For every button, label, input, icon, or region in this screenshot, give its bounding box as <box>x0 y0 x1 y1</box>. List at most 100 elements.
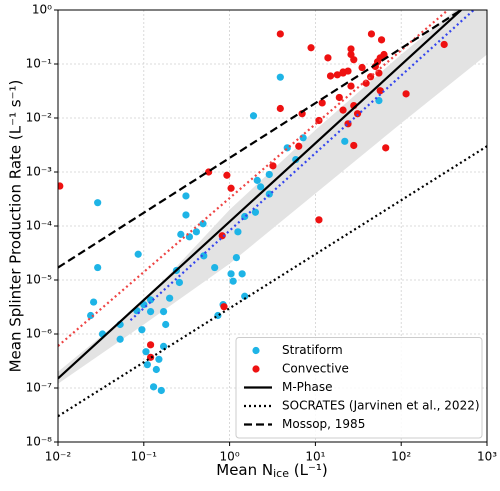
y-tick-label: 10⁻⁷ <box>26 381 53 395</box>
data-point <box>94 199 102 207</box>
data-point <box>149 383 158 391</box>
data-point <box>182 211 190 219</box>
legend: Stratiform Convective M-Phase SOCRATES (Jar… <box>235 337 483 439</box>
data-point <box>315 216 323 224</box>
data-point <box>166 294 174 302</box>
legend-label: M-Phase <box>282 380 333 394</box>
data-point <box>177 230 185 238</box>
y-tick-label: 10⁻³ <box>26 165 53 179</box>
x-tick-label: 10⁻² <box>45 450 72 464</box>
data-point <box>155 355 163 363</box>
data-point <box>87 311 95 320</box>
data-point <box>276 73 284 81</box>
legend-label: Stratiform <box>282 343 343 357</box>
data-point <box>175 278 184 287</box>
data-point <box>229 277 237 285</box>
data-point <box>146 307 155 316</box>
y-tick-label: 10⁰ <box>32 3 52 17</box>
data-point <box>157 386 165 395</box>
y-tick-label: 10⁻⁶ <box>26 327 53 341</box>
data-point <box>318 99 326 107</box>
data-point <box>200 252 208 260</box>
y-tick-label: 10⁻⁸ <box>26 435 53 449</box>
data-point <box>146 341 155 349</box>
data-point <box>341 137 349 145</box>
data-point <box>367 30 376 38</box>
legend-box <box>235 337 483 439</box>
data-point <box>362 79 370 87</box>
x-label-part: Mean N <box>216 461 273 479</box>
x-label-sub: ice <box>273 467 289 480</box>
legend-marker <box>252 346 260 355</box>
data-point <box>192 228 200 236</box>
legend-label: SOCRATES (Jarvinen et al., 2022) <box>282 399 480 413</box>
data-point <box>375 97 383 105</box>
data-point <box>339 69 347 77</box>
data-point <box>58 182 64 190</box>
data-point <box>347 45 355 53</box>
data-point <box>253 176 261 184</box>
data-point <box>94 263 102 272</box>
data-point <box>347 82 355 90</box>
plot-marks <box>58 10 487 418</box>
data-point <box>143 361 151 369</box>
x-tick-label: 10³ <box>477 450 497 464</box>
data-point <box>218 232 226 240</box>
x-axis-label: Mean Nice (L⁻¹) <box>216 461 328 481</box>
line-series <box>129 10 475 322</box>
data-point <box>265 170 273 179</box>
data-point <box>227 184 235 192</box>
data-point <box>276 30 284 38</box>
data-point <box>377 36 386 44</box>
data-point <box>333 71 341 79</box>
line-series <box>58 10 462 380</box>
data-point <box>299 134 307 142</box>
data-point <box>162 320 170 329</box>
data-point <box>376 87 384 95</box>
y-axis-label: Mean Splinter Production Rate (L⁻¹ s⁻¹) <box>7 80 25 373</box>
data-point <box>382 144 390 152</box>
data-point <box>298 110 306 118</box>
data-point <box>199 220 207 228</box>
data-point <box>146 296 155 304</box>
data-point <box>276 104 284 113</box>
data-point <box>182 192 190 200</box>
data-point <box>159 307 168 316</box>
data-point <box>269 162 277 170</box>
data-point <box>134 250 142 258</box>
data-point <box>295 142 303 150</box>
data-point <box>152 365 160 374</box>
data-point <box>241 292 249 300</box>
data-point <box>402 90 410 98</box>
data-point <box>232 253 240 262</box>
data-point <box>292 155 300 164</box>
data-point <box>227 270 235 278</box>
x-tick-label: 10⁻¹ <box>131 450 158 464</box>
data-point <box>339 106 347 114</box>
legend-label: Convective <box>282 362 349 376</box>
data-point <box>211 263 219 272</box>
y-tick-label: 10⁻⁴ <box>26 219 53 233</box>
data-point <box>138 326 146 334</box>
data-point <box>440 40 448 49</box>
line-series <box>58 10 449 347</box>
data-point <box>315 116 323 125</box>
data-point <box>146 353 155 361</box>
data-point <box>238 270 246 278</box>
legend-marker <box>252 365 260 373</box>
data-point <box>324 54 332 62</box>
x-tick-label: 10⁰ <box>220 450 240 464</box>
data-point <box>159 342 168 350</box>
x-tick-label: 10² <box>391 450 411 464</box>
y-tick-label: 10⁻¹ <box>26 57 53 71</box>
legend-label: Mossop, 1985 <box>282 417 365 431</box>
data-point <box>335 93 343 102</box>
data-point <box>358 63 366 72</box>
data-point <box>350 141 358 150</box>
data-point <box>257 183 265 191</box>
data-point <box>220 303 228 311</box>
data-point <box>223 171 231 179</box>
data-point <box>249 112 258 120</box>
x-label-part: (L⁻¹) <box>289 461 328 479</box>
